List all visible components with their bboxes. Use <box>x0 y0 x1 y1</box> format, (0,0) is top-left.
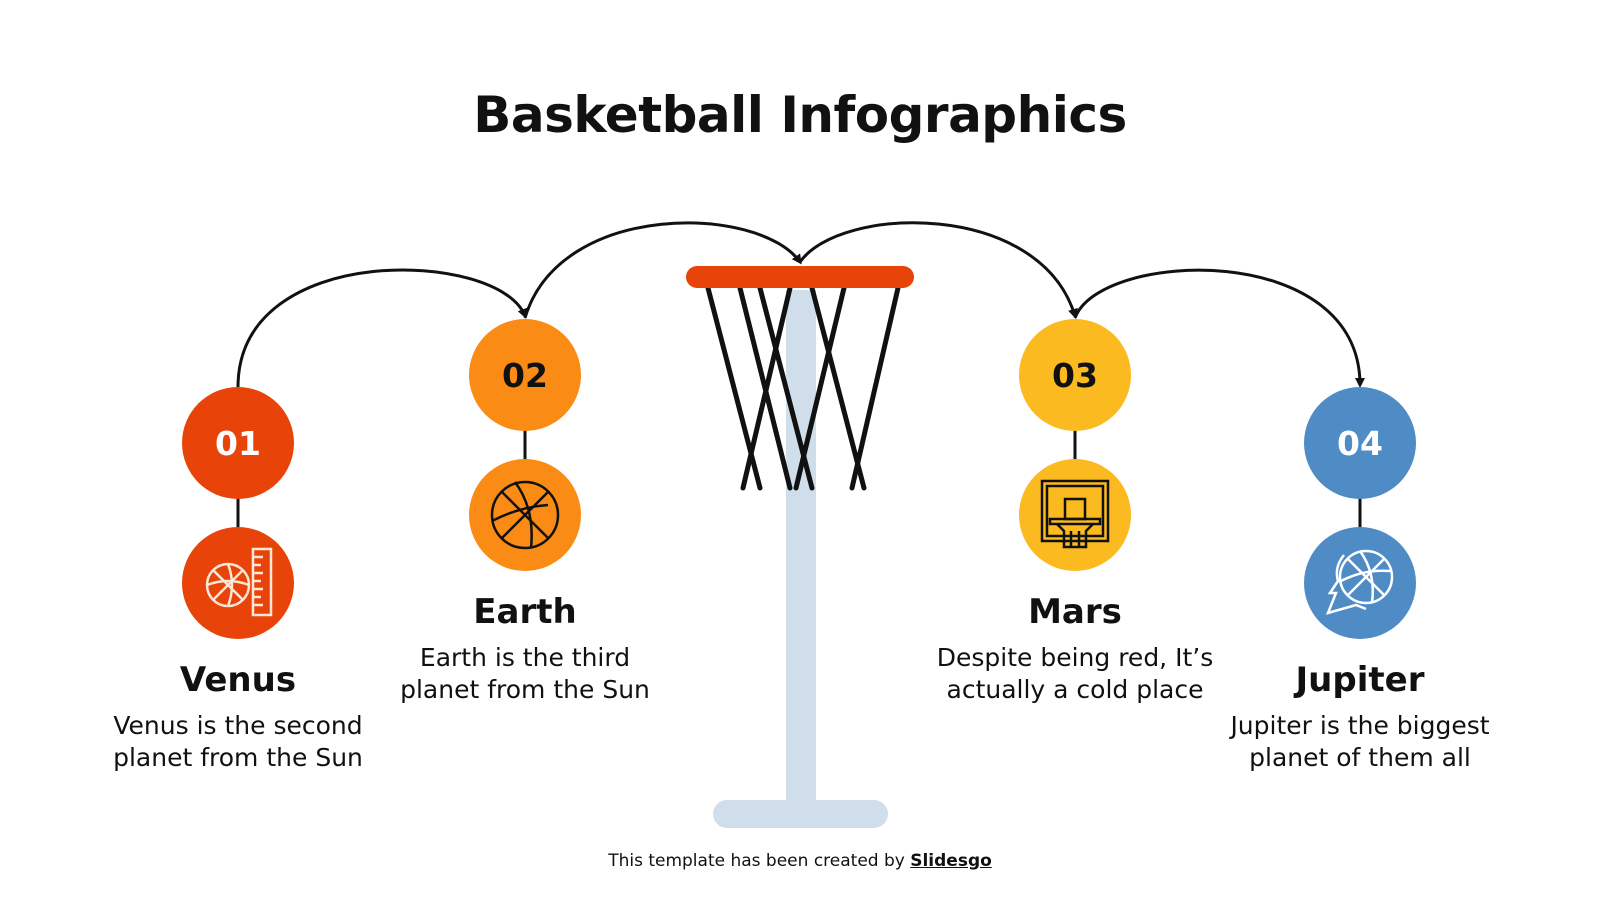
basketball-head-icon <box>1304 527 1416 639</box>
backboard-hoop-icon <box>1019 459 1131 571</box>
step-number-4: 04 <box>1304 387 1416 499</box>
arrow-3-4 <box>1073 268 1365 388</box>
step-name-3: Mars <box>1028 592 1122 632</box>
step-number-3: 03 <box>1019 319 1131 431</box>
step-description-1: Venus is the second planet from the Sun <box>113 711 363 772</box>
arrow-2-hoop <box>523 221 802 319</box>
basketball-icon <box>469 459 581 571</box>
step-name-1: Venus <box>179 660 297 700</box>
footer-text: This template has been created by <box>608 851 911 871</box>
step-description-2: Earth is the third planet from the Sun <box>400 643 650 704</box>
hoop-rim <box>686 266 914 288</box>
hoop-net <box>705 285 901 491</box>
hoop-pole <box>786 290 816 810</box>
arrow-hoop-3 <box>798 221 1078 319</box>
footer-credit: This template has been created by Slides… <box>0 851 1600 871</box>
flow-arrows <box>236 221 1365 388</box>
step-number-2: 02 <box>469 319 581 431</box>
step-description-3: Despite being red, It’s actually a cold … <box>936 643 1214 704</box>
step-name-4: Jupiter <box>1295 660 1425 700</box>
step-name-2: Earth <box>473 592 577 632</box>
arrow-1-2 <box>236 268 528 388</box>
slidesgo-link[interactable]: Slidesgo <box>910 851 992 871</box>
hoop-base <box>713 800 888 828</box>
step-number-1: 01 <box>182 387 294 499</box>
page-title: Basketball Infographics <box>473 86 1127 144</box>
step-description-4: Jupiter is the biggest planet of them al… <box>1230 711 1490 772</box>
basketball-ruler-icon <box>182 527 294 639</box>
